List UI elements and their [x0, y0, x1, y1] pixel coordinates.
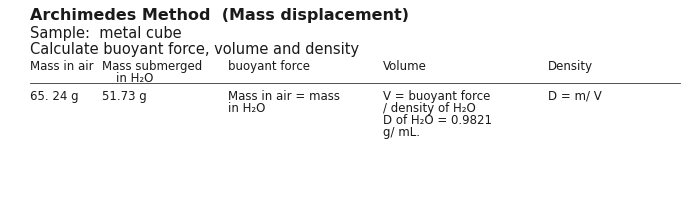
Text: in H₂O: in H₂O [116, 72, 153, 85]
Text: Mass in air = mass: Mass in air = mass [228, 90, 340, 102]
Text: V = buoyant force: V = buoyant force [383, 90, 491, 102]
Text: buoyant force: buoyant force [228, 60, 310, 73]
Text: 65. 24 g: 65. 24 g [30, 90, 78, 102]
Text: / density of H₂O: / density of H₂O [383, 102, 476, 114]
Text: Archimedes Method  (Mass displacement): Archimedes Method (Mass displacement) [30, 8, 409, 23]
Text: D = m/ V: D = m/ V [548, 90, 602, 102]
Text: Mass in air: Mass in air [30, 60, 94, 73]
Text: 51.73 g: 51.73 g [102, 90, 147, 102]
Text: Calculate buoyant force, volume and density: Calculate buoyant force, volume and dens… [30, 42, 359, 57]
Text: in H₂O: in H₂O [228, 102, 265, 114]
Text: Sample:  metal cube: Sample: metal cube [30, 26, 181, 41]
Text: Density: Density [548, 60, 593, 73]
Text: g/ mL.: g/ mL. [383, 125, 420, 138]
Text: D of H₂O = 0.9821: D of H₂O = 0.9821 [383, 113, 492, 126]
Text: Volume: Volume [383, 60, 427, 73]
Text: Mass submerged: Mass submerged [102, 60, 202, 73]
